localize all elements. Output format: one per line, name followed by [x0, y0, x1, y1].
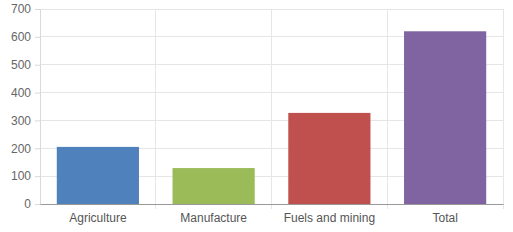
x-tick-label: Agriculture — [69, 211, 127, 225]
y-tick-mark — [35, 204, 40, 205]
y-tick-mark — [35, 65, 40, 66]
x-tick-label: Total — [432, 211, 457, 225]
y-tick-label: 0 — [24, 197, 31, 211]
y-tick: 700 — [11, 2, 40, 16]
y-tick-label: 700 — [11, 2, 31, 16]
bar — [288, 113, 370, 204]
y-tick-label: 200 — [11, 142, 31, 156]
y-tick-mark — [35, 37, 40, 38]
bar — [173, 168, 255, 204]
y-tick: 100 — [11, 169, 40, 183]
y-tick-mark — [35, 148, 40, 149]
x-axis: Agriculture Manufacture Fuels and mining To… — [41, 204, 504, 225]
y-tick-label: 100 — [11, 169, 31, 183]
y-tick-label: 600 — [11, 30, 31, 44]
x-tick-label: Manufacture — [180, 211, 247, 225]
y-tick-mark — [35, 93, 40, 94]
x-tick: Agriculture — [69, 204, 127, 225]
plot: 0 100 200 300 400 500 600 700 Agriculture Manufac… — [11, 2, 504, 224]
y-tick-label: 300 — [11, 114, 31, 128]
y-axis-line — [35, 10, 41, 205]
grid — [40, 9, 503, 209]
grid-line-x — [387, 9, 388, 209]
x-tick: Total — [432, 204, 457, 225]
y-tick: 500 — [11, 58, 40, 72]
y-axis: 0 100 200 300 400 500 600 700 — [11, 2, 41, 211]
y-tick: 0 — [24, 197, 40, 211]
grid-line-x — [271, 9, 272, 209]
y-tick-mark — [35, 120, 40, 121]
y-tick: 200 — [11, 142, 40, 156]
y-tick-mark — [35, 9, 40, 10]
x-tick: Manufacture — [180, 204, 247, 225]
x-axis-line — [41, 204, 504, 205]
y-tick-label: 500 — [11, 58, 31, 72]
bar — [404, 31, 486, 204]
y-tick: 400 — [11, 86, 40, 100]
chart-container: 0 100 200 300 400 500 600 700 Agriculture Manufac… — [0, 0, 513, 232]
grid-line-x — [503, 9, 504, 209]
x-tick-label: Fuels and mining — [284, 211, 375, 225]
chart: 0 100 200 300 400 500 600 700 Agriculture Manufac… — [0, 0, 513, 232]
bars — [57, 31, 486, 204]
x-tick: Fuels and mining — [284, 204, 375, 225]
grid-line-x — [155, 9, 156, 209]
bar — [57, 147, 139, 204]
y-tick-mark — [35, 176, 40, 177]
y-tick-label: 400 — [11, 86, 31, 100]
y-tick: 600 — [11, 30, 40, 44]
y-tick: 300 — [11, 114, 40, 128]
